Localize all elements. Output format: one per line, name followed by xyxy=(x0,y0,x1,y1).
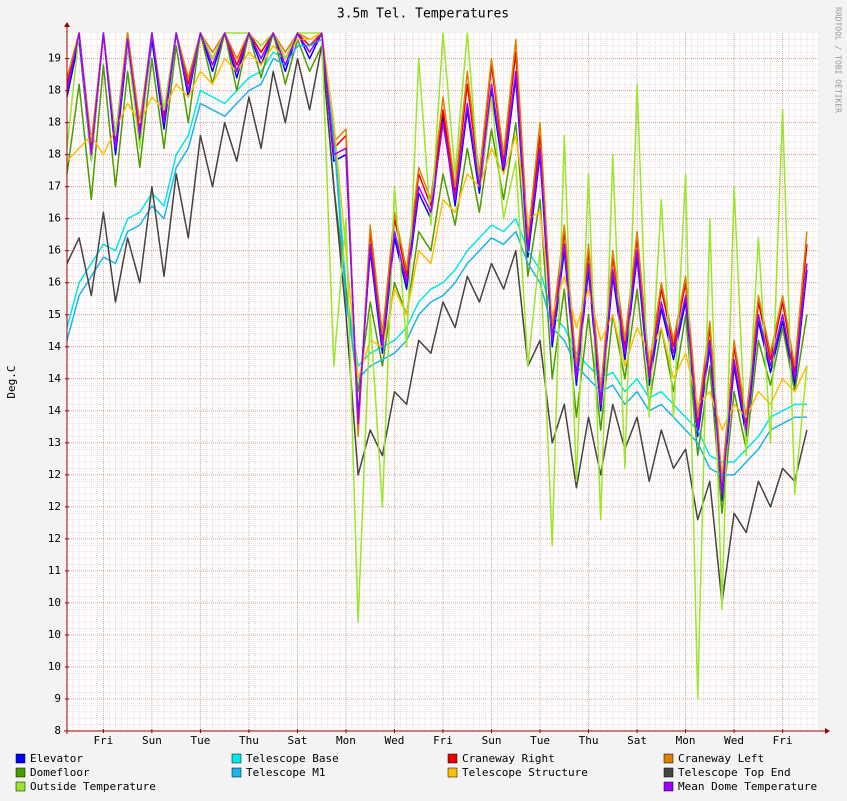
y-axis-label: Deg.C xyxy=(5,365,18,398)
y-tick-label: 11 xyxy=(48,564,61,577)
y-tick-label: 12 xyxy=(48,500,61,513)
legend-label: Domefloor xyxy=(30,766,90,779)
series-line xyxy=(66,32,808,489)
x-tick-label: Sat xyxy=(288,734,308,747)
y-tick-label: 18 xyxy=(48,148,61,161)
x-tick-label: Wed xyxy=(724,734,744,747)
series-line xyxy=(66,32,808,495)
series-line xyxy=(66,38,807,476)
legend-swatch xyxy=(231,753,242,764)
legend-swatch xyxy=(663,781,674,792)
x-tick-label: Sun xyxy=(482,734,502,747)
legend-label: Telescope Base xyxy=(246,752,339,765)
x-tick-label: Sat xyxy=(627,734,647,747)
x-tick-label: Thu xyxy=(239,734,259,747)
legend-label: Elevator xyxy=(30,752,83,765)
y-tick-label: 10 xyxy=(48,628,61,641)
y-tick-label: 16 xyxy=(48,276,61,289)
legend-label: Craneway Left xyxy=(678,752,764,765)
x-tick-label: Fri xyxy=(773,734,793,747)
y-tick-label: 15 xyxy=(48,308,61,321)
x-tick-label: Sun xyxy=(142,734,162,747)
x-tick-label: Mon xyxy=(676,734,696,747)
watermark: RRDTOOL / TOBI OETIKER xyxy=(834,7,843,113)
x-tick-label: Fri xyxy=(93,734,113,747)
y-tick-label: 17 xyxy=(48,180,61,193)
legend-label: Craneway Right xyxy=(462,752,555,765)
x-tick-label: Mon xyxy=(336,734,356,747)
legend-label: Telescope M1 xyxy=(246,766,325,779)
legend-swatch xyxy=(15,781,26,792)
y-tick-label: 14 xyxy=(48,404,62,417)
legend-swatch xyxy=(231,767,242,778)
y-tick-label: 16 xyxy=(48,212,61,225)
legend-label: Mean Dome Temperature xyxy=(678,780,817,793)
legend-swatch xyxy=(447,767,458,778)
legend-swatch xyxy=(663,767,674,778)
legend-swatch xyxy=(15,753,26,764)
x-tick-label: Fri xyxy=(433,734,453,747)
legend-swatch xyxy=(447,753,458,764)
x-tick-label: Thu xyxy=(579,734,599,747)
legend-label: Outside Temperature xyxy=(30,780,156,793)
legend: Elevator Telescope Base Craneway Right Cran… xyxy=(15,752,817,793)
legend-label: Telescope Structure xyxy=(462,766,588,779)
series-line xyxy=(66,32,808,483)
series-line xyxy=(66,32,808,431)
legend-swatch xyxy=(15,767,26,778)
x-tick-label: Tue xyxy=(530,734,550,747)
y-tick-label: 13 xyxy=(48,436,61,449)
legend-label: Telescope Top End xyxy=(678,766,791,779)
y-tick-label: 16 xyxy=(48,244,61,257)
series-line xyxy=(66,32,807,463)
x-axis-arrow xyxy=(825,728,830,734)
x-tick-label: Wed xyxy=(385,734,405,747)
y-tick-label: 10 xyxy=(48,596,61,609)
series-line xyxy=(66,32,808,515)
y-axis-arrow xyxy=(64,22,70,27)
y-tick-label: 18 xyxy=(48,84,61,97)
legend-swatch xyxy=(663,753,674,764)
y-tick-label: 9 xyxy=(54,692,61,705)
y-tick-label: 14 xyxy=(48,340,62,353)
y-tick-label: 18 xyxy=(48,116,61,129)
y-tick-label: 10 xyxy=(48,660,61,673)
lines xyxy=(66,32,808,700)
y-tick-label: 8 xyxy=(54,724,61,737)
y-tick-label: 12 xyxy=(48,532,61,545)
y-tick-label: 19 xyxy=(48,52,61,65)
y-tick-label: 12 xyxy=(48,468,61,481)
axes: 8 9 10 10 10 11 12 12 12 13 14 14 14 15 16 16 16 17 18 18 18… xyxy=(48,22,830,747)
series-line xyxy=(66,45,808,604)
chart-title: 3.5m Tel. Temperatures xyxy=(337,7,509,22)
y-tick-label: 14 xyxy=(48,372,62,385)
x-tick-label: Tue xyxy=(190,734,210,747)
